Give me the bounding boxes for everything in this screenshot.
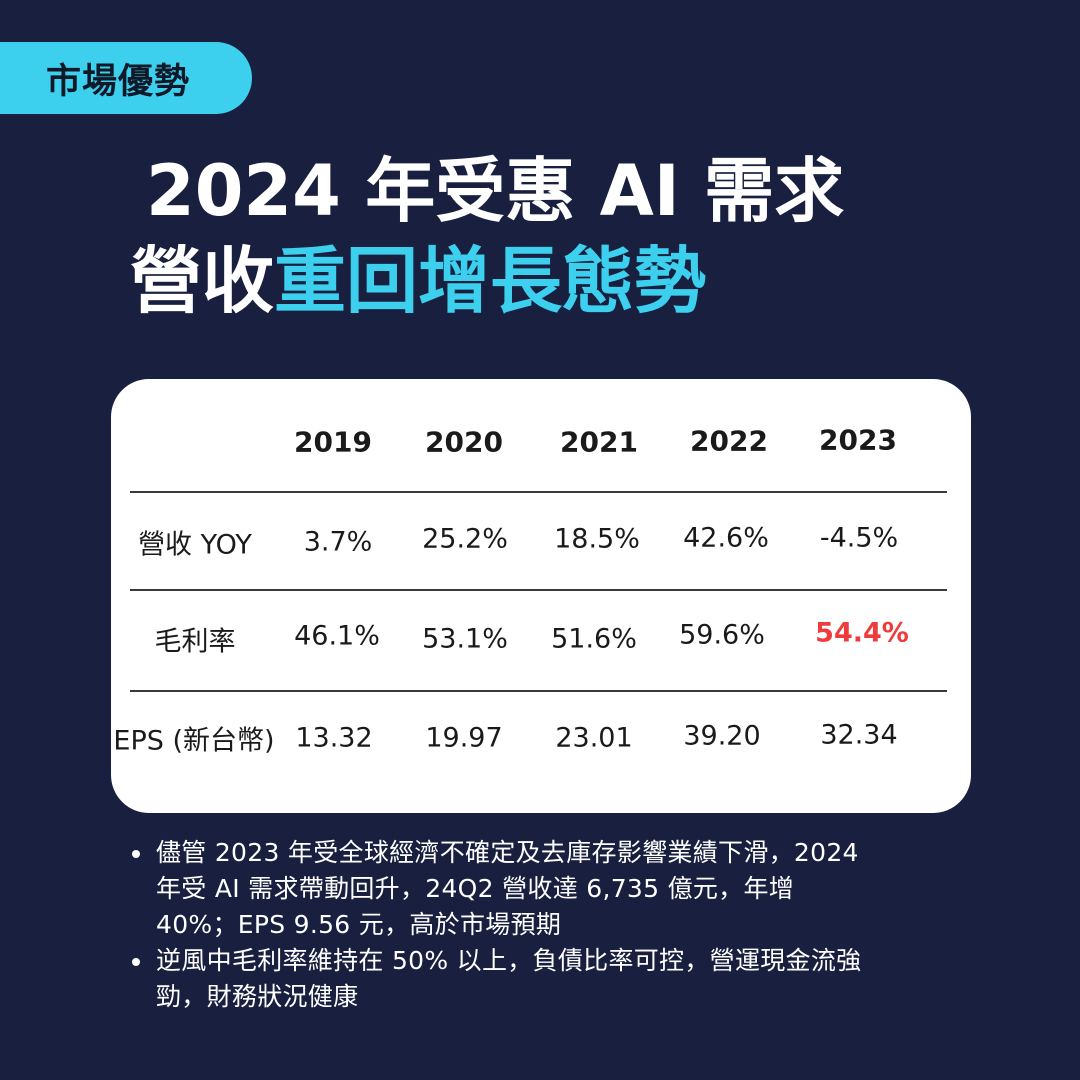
headline-line-2: 營收重回增長態勢 (130, 236, 844, 326)
table-cell: 25.2% (422, 523, 508, 555)
bullet-icon (132, 958, 140, 966)
headline-line-2-white: 營收 (130, 238, 275, 323)
note-item: 儘管 2023 年受全球經濟不確定及去庫存影響業績下滑，2024 年受 AI 需… (126, 835, 976, 943)
note-line: 勁，財務狀況健康 (156, 982, 359, 1011)
table-cell: 32.34 (820, 719, 898, 751)
row-label-eps: EPS (新台幣) (113, 725, 275, 757)
note-item: 逆風中毛利率維持在 50% 以上，負債比率可控，營運現金流強 勁，財務狀況健康 (126, 943, 976, 1015)
table-cell: 51.6% (551, 623, 637, 655)
table-divider (130, 491, 947, 493)
row-label-gross-margin: 毛利率 (154, 626, 236, 658)
table-cell-highlight: 54.4% (815, 617, 909, 649)
table-cell: 53.1% (422, 623, 508, 655)
table-divider (130, 589, 947, 591)
table-divider (130, 690, 947, 692)
year-header: 2021 (560, 425, 638, 459)
section-tag: 市場優勢 (0, 42, 252, 114)
year-header: 2022 (690, 424, 768, 458)
bullet-icon (132, 850, 140, 858)
table-cell: 19.97 (425, 722, 503, 754)
table-cell: 18.5% (554, 523, 640, 555)
section-tag-label: 市場優勢 (46, 61, 191, 102)
table-cell: 23.01 (555, 722, 633, 754)
note-line: 逆風中毛利率維持在 50% 以上，負債比率可控，營運現金流強 (156, 946, 862, 975)
row-label-revenue-yoy: 營收 YOY (138, 529, 252, 561)
year-header: 2023 (819, 423, 897, 457)
table-cell: 42.6% (683, 522, 769, 554)
table-cell: -4.5% (819, 522, 899, 554)
note-line: 儘管 2023 年受全球經濟不確定及去庫存影響業績下滑，2024 (156, 838, 859, 867)
table-cell: 13.32 (295, 722, 373, 754)
note-line: 年受 AI 需求帶動回升，24Q2 營收達 6,735 億元，年增 (156, 874, 795, 903)
table-cell: 39.20 (683, 720, 761, 752)
year-header: 2019 (294, 425, 372, 459)
year-header: 2020 (425, 425, 503, 459)
notes-list: 儘管 2023 年受全球經濟不確定及去庫存影響業績下滑，2024 年受 AI 需… (126, 835, 976, 1015)
headline-line-2-accent: 重回增長態勢 (274, 238, 707, 323)
financial-table-card: 2019 2020 2021 2022 2023 營收 YOY 3.7% 25.… (111, 379, 971, 813)
headline-line-1: 2024 年受惠 AI 需求 (146, 150, 845, 232)
note-line: 40%；EPS 9.56 元，高於市場預期 (156, 910, 562, 939)
table-cell: 3.7% (303, 526, 373, 558)
table-cell: 46.1% (294, 620, 380, 652)
table-cell: 59.6% (679, 619, 765, 651)
headline: 2024 年受惠 AI 需求 營收重回增長態勢 (130, 148, 844, 326)
